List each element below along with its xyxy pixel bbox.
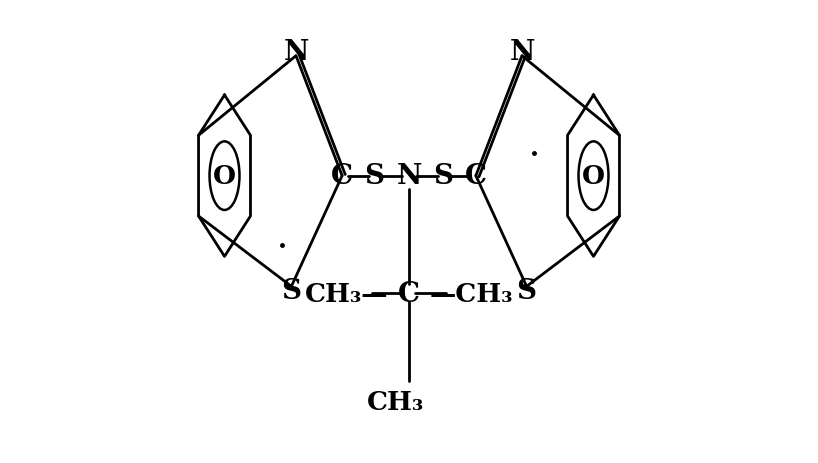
Text: C: C	[398, 280, 420, 307]
Text: O: O	[213, 164, 236, 189]
Text: N: N	[283, 38, 308, 65]
Text: S: S	[364, 163, 384, 190]
Text: O: O	[582, 164, 605, 189]
Text: S: S	[281, 278, 301, 305]
Text: C: C	[465, 163, 487, 190]
Text: S: S	[434, 163, 454, 190]
Text: C: C	[331, 163, 353, 190]
Text: S: S	[517, 278, 537, 305]
Text: CH₃: CH₃	[366, 389, 424, 414]
Text: N: N	[396, 163, 422, 190]
Text: CH₃—: CH₃—	[305, 281, 389, 306]
Text: N: N	[510, 38, 535, 65]
Text: —CH₃: —CH₃	[429, 281, 513, 306]
